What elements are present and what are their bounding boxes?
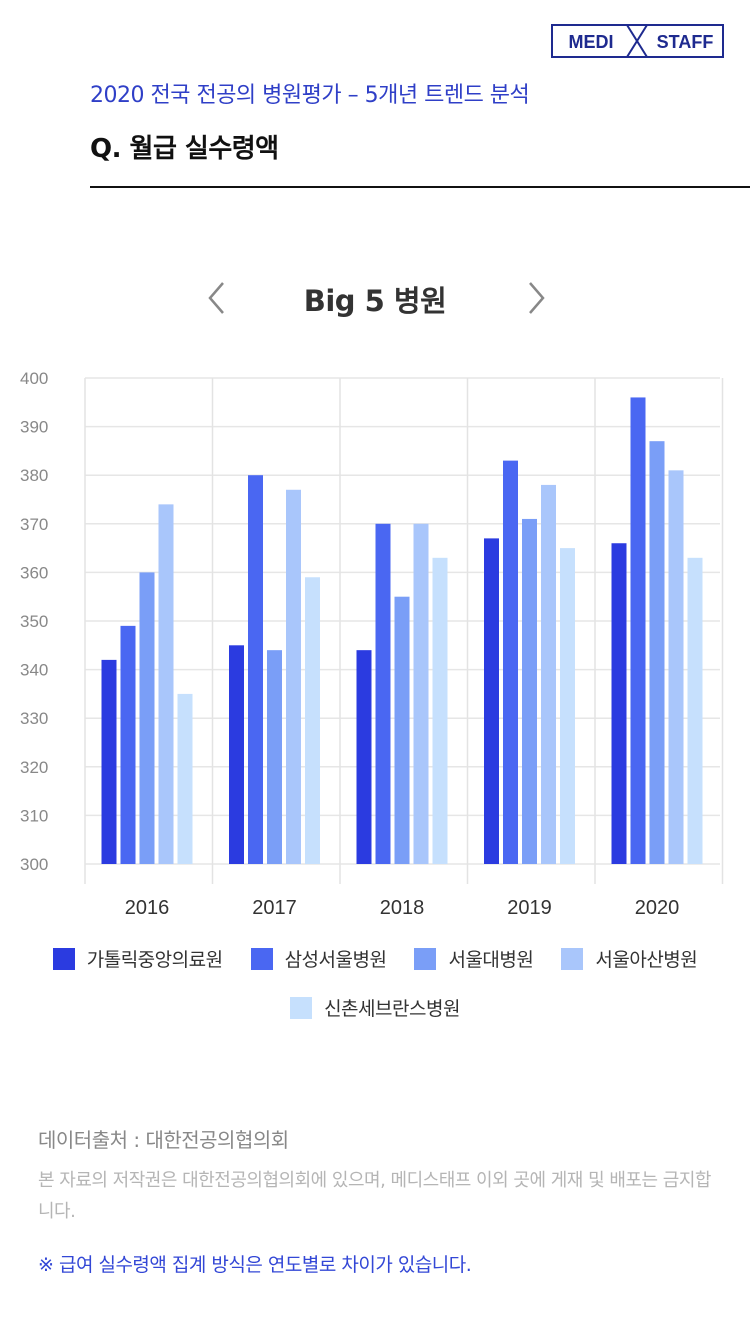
y-tick-label: 380 [20, 466, 48, 485]
legend-item: 서울대병원 [414, 945, 534, 972]
x-tick-label: 2019 [507, 897, 552, 919]
legend-swatch [250, 947, 273, 970]
y-tick-label: 390 [20, 418, 48, 437]
y-tick-label: 330 [20, 709, 48, 728]
y-tick-label: 320 [20, 758, 48, 777]
bar [432, 557, 448, 864]
legend-label: 삼성서울병원 [284, 949, 387, 971]
footnote: ※ 급여 실수령액 집계 방식은 연도별로 차이가 있습니다. [38, 1254, 472, 1276]
y-tick-label: 400 [20, 369, 48, 388]
bar [649, 441, 665, 864]
legend-swatch [290, 996, 313, 1019]
legend-swatch [561, 947, 584, 970]
bar [503, 460, 518, 864]
bar [375, 523, 391, 864]
y-tick-label: 310 [20, 806, 48, 825]
x-tick-label: 2018 [380, 897, 425, 919]
bar [158, 504, 174, 864]
bar [687, 557, 703, 864]
bar [560, 548, 575, 864]
y-tick-label: 300 [20, 855, 48, 874]
legend-label: 서울아산병원 [595, 949, 698, 971]
y-tick-label: 340 [20, 661, 48, 680]
page-title: Q. 월급 실수령액 [90, 134, 279, 164]
bar [413, 523, 429, 864]
bar [229, 645, 244, 864]
title-divider [90, 186, 750, 188]
legend-label: 서울대병원 [448, 949, 534, 971]
data-source: 데이터출처 : 대한전공의협의회 [38, 1128, 289, 1152]
chart-title: Big 5 병원 [303, 284, 447, 318]
bar [668, 470, 684, 864]
next-chart-button[interactable] [524, 280, 548, 316]
bar [177, 693, 193, 864]
y-tick-label: 370 [20, 515, 48, 534]
legend-item: 서울아산병원 [561, 945, 698, 972]
bar [522, 518, 537, 864]
x-tick-label: 2020 [635, 897, 680, 919]
chart-legend: 가톨릭중앙의료원 삼성서울병원 서울대병원 서울아산병원 신촌세브란스병원 [0, 945, 750, 1043]
legend-label: 신촌세브란스병원 [324, 998, 460, 1020]
report-subtitle: 2020 전국 전공의 병원평가 – 5개년 트렌드 분석 [90, 83, 530, 108]
medistaff-logo: MEDI STAFF [551, 24, 724, 58]
prev-chart-button[interactable] [205, 280, 229, 316]
bar [541, 484, 556, 864]
legend-item: 신촌세브란스병원 [290, 994, 460, 1021]
bar [139, 572, 155, 864]
bar [394, 596, 410, 864]
y-tick-label: 360 [20, 563, 48, 582]
bar [267, 650, 282, 864]
legend-label: 가톨릭중앙의료원 [86, 949, 223, 971]
logo-left-text: MEDI [569, 32, 614, 52]
chevron-left-icon [208, 282, 224, 314]
logo-right-text: STAFF [657, 32, 714, 52]
legend-item: 가톨릭중앙의료원 [52, 945, 223, 972]
bar-chart: 300 310 320 330 340 350 360 370 380 390 400 2016 201… [20, 369, 724, 919]
bar [630, 397, 646, 864]
copyright-notice: 본 자료의 저작권은 대한전공의협의회에 있으며, 메디스태프 이외 곳에 게재… [38, 1170, 711, 1222]
bar [120, 625, 136, 864]
legend-swatch [414, 947, 437, 970]
bar [101, 659, 117, 864]
bar [356, 650, 372, 864]
y-tick-label: 350 [20, 612, 48, 631]
x-tick-label: 2016 [125, 897, 170, 919]
bar [484, 538, 499, 864]
bar [286, 489, 301, 864]
bar [305, 577, 320, 864]
legend-swatch [52, 947, 75, 970]
bar [611, 543, 627, 864]
bar [248, 475, 263, 864]
legend-item: 삼성서울병원 [250, 945, 387, 972]
chevron-right-icon [529, 282, 545, 314]
x-tick-label: 2017 [252, 897, 297, 919]
